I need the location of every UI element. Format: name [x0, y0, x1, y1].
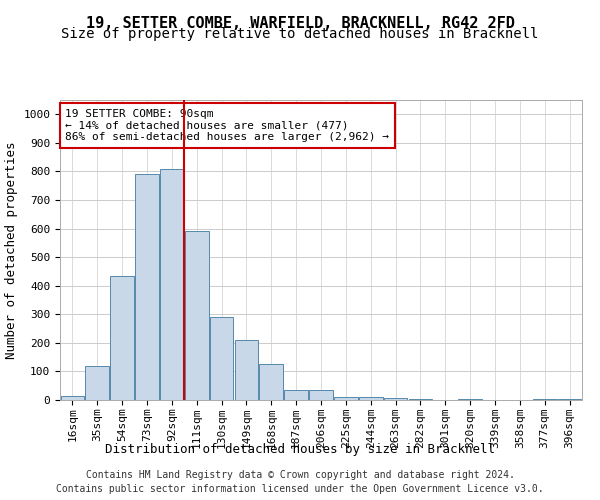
- Bar: [259, 364, 283, 400]
- Bar: [110, 276, 134, 400]
- Bar: [558, 398, 581, 400]
- Bar: [334, 397, 358, 400]
- Bar: [533, 398, 557, 400]
- Bar: [210, 317, 233, 400]
- Bar: [458, 398, 482, 400]
- Text: Contains HM Land Registry data © Crown copyright and database right 2024.: Contains HM Land Registry data © Crown c…: [86, 470, 514, 480]
- Bar: [185, 232, 209, 400]
- Text: 19, SETTER COMBE, WARFIELD, BRACKNELL, RG42 2FD: 19, SETTER COMBE, WARFIELD, BRACKNELL, R…: [86, 16, 514, 31]
- Bar: [61, 396, 84, 400]
- Bar: [135, 174, 159, 400]
- Bar: [384, 398, 407, 400]
- Text: 19 SETTER COMBE: 90sqm
← 14% of detached houses are smaller (477)
86% of semi-de: 19 SETTER COMBE: 90sqm ← 14% of detached…: [65, 109, 389, 142]
- Text: Contains public sector information licensed under the Open Government Licence v3: Contains public sector information licen…: [56, 484, 544, 494]
- Bar: [160, 168, 184, 400]
- Bar: [235, 340, 258, 400]
- Bar: [309, 390, 333, 400]
- Text: Distribution of detached houses by size in Bracknell: Distribution of detached houses by size …: [105, 442, 495, 456]
- Text: Size of property relative to detached houses in Bracknell: Size of property relative to detached ho…: [61, 27, 539, 41]
- Bar: [359, 397, 383, 400]
- Bar: [284, 390, 308, 400]
- Bar: [85, 366, 109, 400]
- Y-axis label: Number of detached properties: Number of detached properties: [5, 141, 18, 359]
- Bar: [409, 398, 432, 400]
